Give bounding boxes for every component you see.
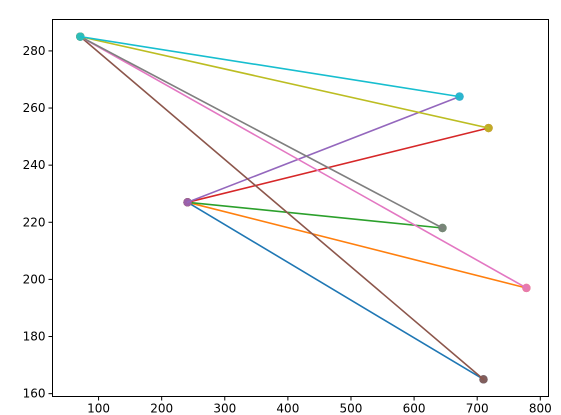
series-8-line <box>79 35 490 129</box>
series-5-point-1 <box>479 375 488 384</box>
y-axis: 160 180 200 220 240 260 280 <box>23 44 53 401</box>
series-5-line <box>79 35 485 381</box>
series-2 <box>183 198 447 233</box>
series-5 <box>76 32 488 384</box>
series-7-line <box>79 35 444 229</box>
series-4-point-0 <box>183 198 192 207</box>
series-4-line <box>186 95 461 204</box>
x-tick-label-400: 400 <box>276 402 299 415</box>
y-tick-label-200: 200 <box>23 272 46 286</box>
series-7 <box>76 32 447 233</box>
series-3-line <box>186 127 490 204</box>
series-9-point-0 <box>76 32 85 41</box>
series-9-line <box>79 35 461 98</box>
series-9-point-1 <box>455 92 464 101</box>
y-tick-label-220: 220 <box>23 215 46 229</box>
x-tick-label-200: 200 <box>150 402 173 415</box>
series-8 <box>76 32 493 133</box>
y-tick-label-260: 260 <box>23 101 46 115</box>
series-layer <box>76 32 531 384</box>
series-0-line <box>186 201 485 381</box>
plot-frame <box>52 19 549 397</box>
y-tick-label-240: 240 <box>23 158 46 172</box>
series-6-line <box>79 35 528 289</box>
x-tick-label-300: 300 <box>213 402 236 415</box>
series-4 <box>183 92 464 207</box>
x-tick-label-100: 100 <box>87 402 110 415</box>
x-tick-label-800: 800 <box>529 402 552 415</box>
x-axis: 100 200 300 400 500 600 700 800 <box>87 396 552 415</box>
series-1-line <box>186 201 528 289</box>
series-6-point-1 <box>522 283 531 293</box>
series-2-line <box>186 201 444 229</box>
x-tick-label-700: 700 <box>466 402 489 415</box>
series-9 <box>76 32 464 101</box>
y-tick-label-280: 280 <box>23 44 46 58</box>
y-tick-label-160: 160 <box>23 387 46 401</box>
series-7-point-1 <box>438 223 447 233</box>
series-8-point-1 <box>484 123 493 133</box>
series-1 <box>183 198 531 293</box>
y-tick-label-180: 180 <box>23 330 46 344</box>
series-3 <box>183 123 493 207</box>
x-tick-label-600: 600 <box>403 402 426 415</box>
x-tick-label-500: 500 <box>340 402 363 415</box>
